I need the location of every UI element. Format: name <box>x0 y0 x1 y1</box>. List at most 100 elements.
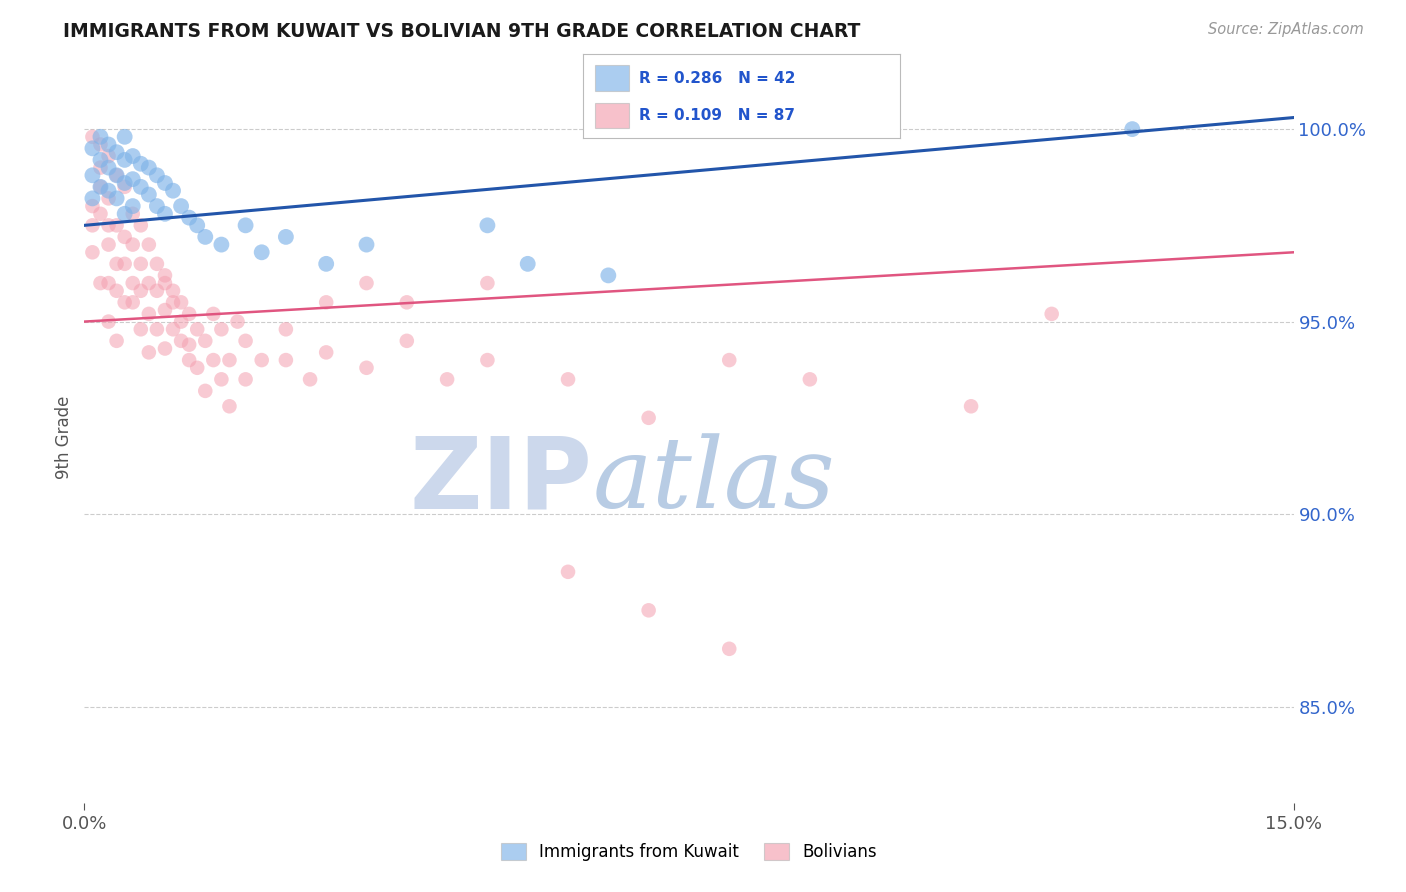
Point <box>218 353 240 368</box>
Point <box>274 230 297 244</box>
Point <box>477 219 499 233</box>
Point <box>105 284 128 298</box>
Point <box>82 141 104 155</box>
Point <box>121 295 143 310</box>
Point <box>146 322 169 336</box>
Point <box>97 237 120 252</box>
Y-axis label: 9th Grade: 9th Grade <box>55 395 73 479</box>
Point <box>477 276 499 290</box>
Point <box>97 276 120 290</box>
Point <box>89 276 111 290</box>
Point <box>162 284 184 298</box>
Point <box>179 337 201 351</box>
Point <box>82 169 104 183</box>
Point <box>114 295 136 310</box>
Point <box>186 219 208 233</box>
Point <box>436 372 458 386</box>
Point <box>138 345 160 359</box>
Point <box>129 284 152 298</box>
Point <box>114 230 136 244</box>
Point <box>105 191 128 205</box>
Point <box>89 161 111 175</box>
Point <box>89 179 111 194</box>
Point <box>153 276 176 290</box>
Point <box>97 161 120 175</box>
Point <box>274 322 297 336</box>
Point <box>129 157 152 171</box>
Point <box>89 207 111 221</box>
Point <box>82 129 104 144</box>
Point <box>356 276 378 290</box>
Point <box>114 257 136 271</box>
Point <box>718 641 741 656</box>
Point <box>114 153 136 167</box>
Point <box>202 307 225 321</box>
Point <box>1121 122 1143 136</box>
Point <box>637 410 659 425</box>
Point <box>82 199 104 213</box>
Point <box>114 176 136 190</box>
Point <box>121 237 143 252</box>
Point <box>226 315 249 329</box>
Point <box>138 161 160 175</box>
Text: R = 0.286   N = 42: R = 0.286 N = 42 <box>638 70 796 86</box>
Point <box>146 284 169 298</box>
Point <box>138 307 160 321</box>
Point <box>186 322 208 336</box>
Point <box>209 322 232 336</box>
Text: IMMIGRANTS FROM KUWAIT VS BOLIVIAN 9TH GRADE CORRELATION CHART: IMMIGRANTS FROM KUWAIT VS BOLIVIAN 9TH G… <box>63 22 860 41</box>
Point <box>121 276 143 290</box>
Point <box>299 372 322 386</box>
Point <box>477 353 499 368</box>
Point <box>194 384 217 398</box>
Point <box>114 179 136 194</box>
Point <box>105 169 128 183</box>
Point <box>179 211 201 225</box>
Bar <box>595 103 630 128</box>
Point <box>218 399 240 413</box>
Point <box>516 257 538 271</box>
Point <box>274 353 297 368</box>
Point <box>153 342 176 356</box>
Point <box>82 219 104 233</box>
Point <box>146 199 169 213</box>
Point <box>97 184 120 198</box>
Point <box>89 153 111 167</box>
Text: ZIP: ZIP <box>409 433 592 530</box>
Point <box>153 268 176 283</box>
Point <box>395 295 418 310</box>
Point <box>162 184 184 198</box>
Point <box>179 353 201 368</box>
Point <box>121 207 143 221</box>
Point <box>718 353 741 368</box>
Point <box>105 219 128 233</box>
Point <box>170 295 193 310</box>
Point <box>209 372 232 386</box>
Point <box>97 137 120 152</box>
Point <box>170 315 193 329</box>
Point <box>153 176 176 190</box>
Point <box>186 360 208 375</box>
Point <box>153 303 176 318</box>
Point <box>250 245 273 260</box>
Text: atlas: atlas <box>592 434 835 529</box>
Point <box>1040 307 1063 321</box>
Point <box>598 268 620 283</box>
Point <box>89 129 111 144</box>
Point <box>194 230 217 244</box>
Point <box>138 237 160 252</box>
Point <box>82 245 104 260</box>
Point <box>179 307 201 321</box>
Point <box>194 334 217 348</box>
Point <box>315 295 337 310</box>
Point <box>170 199 193 213</box>
Point <box>129 322 152 336</box>
Point <box>162 295 184 310</box>
Point <box>105 334 128 348</box>
Point <box>209 237 232 252</box>
Point <box>121 172 143 186</box>
Point <box>162 322 184 336</box>
Point <box>356 237 378 252</box>
Point <box>637 603 659 617</box>
Point <box>121 149 143 163</box>
